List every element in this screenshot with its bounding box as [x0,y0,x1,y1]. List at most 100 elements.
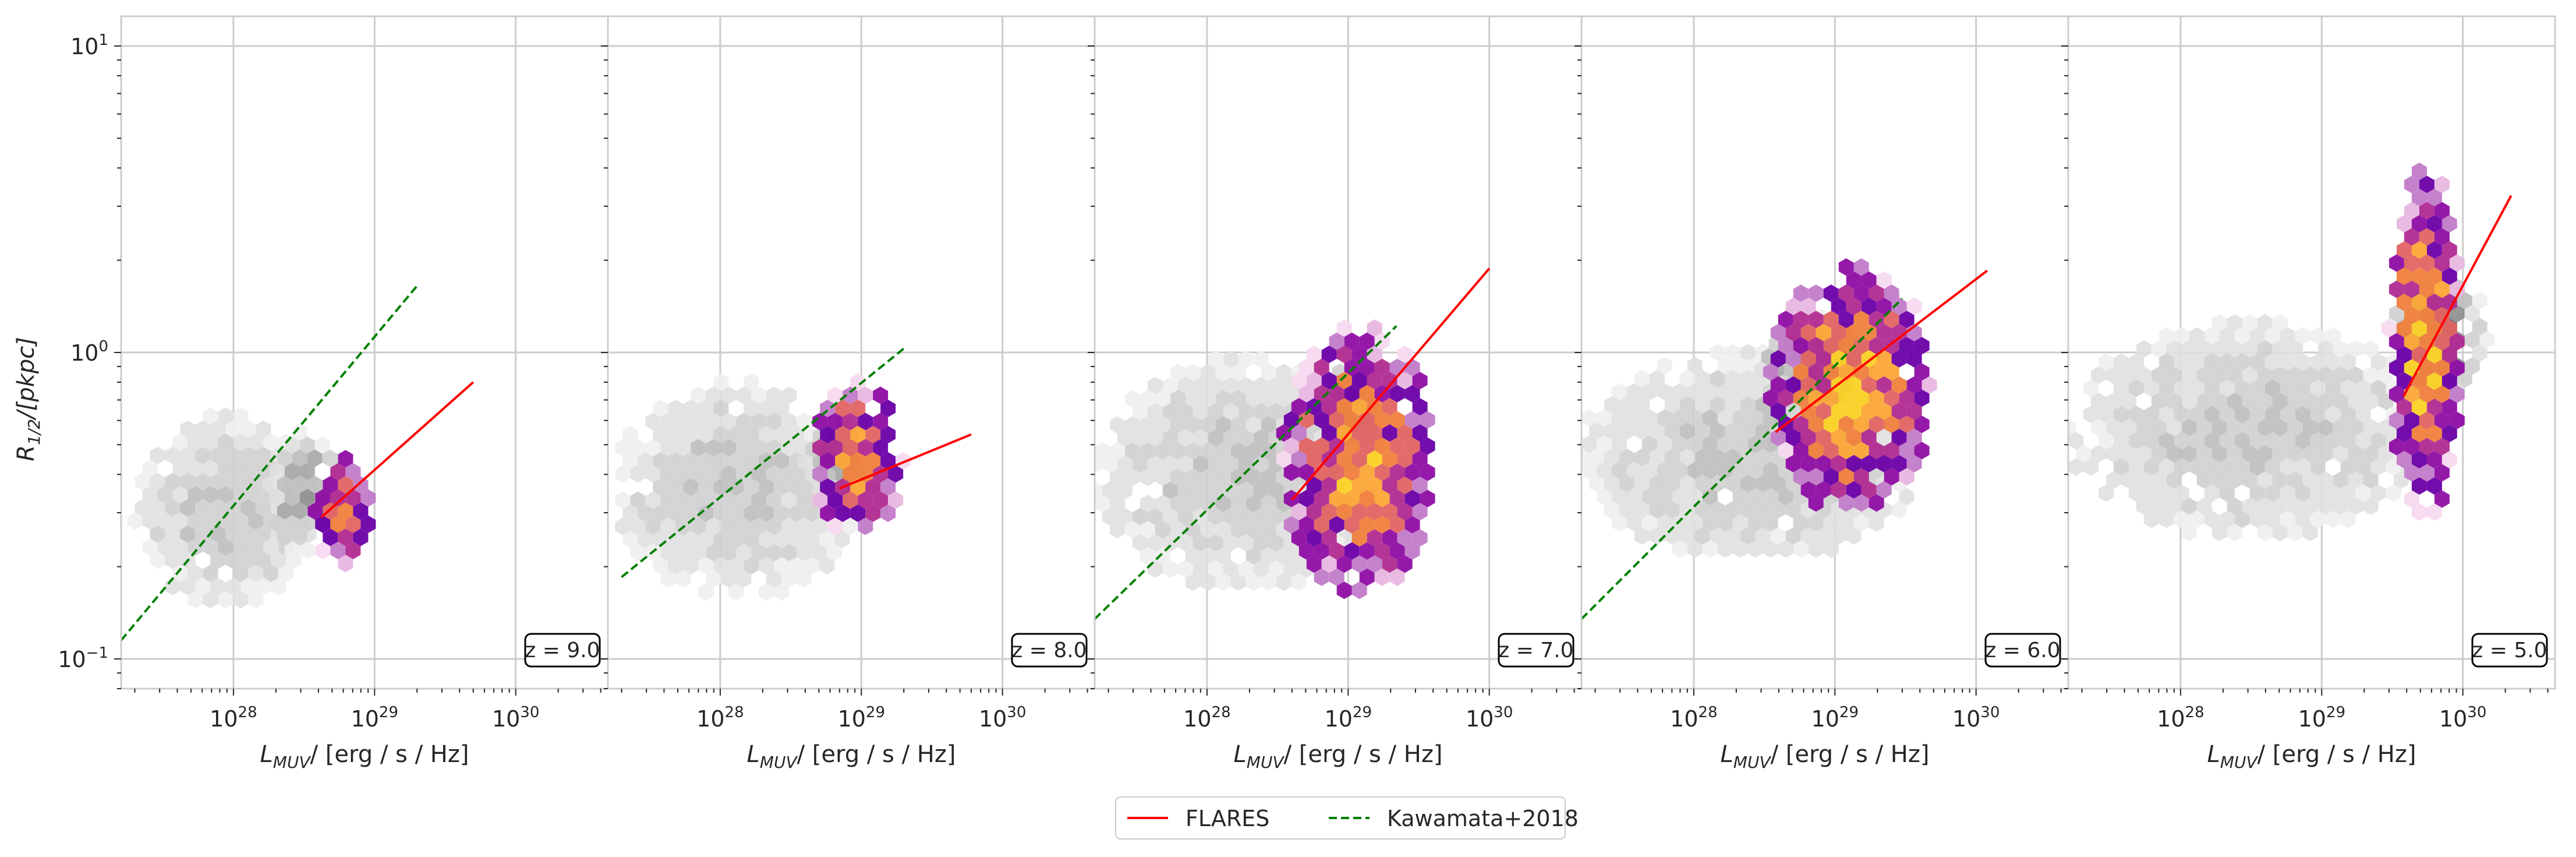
hexbin-cell [1298,411,1314,429]
hexbin-cell [2426,189,2442,207]
hexbin-cell [1831,481,1846,499]
hexbin-cell [2479,331,2495,349]
hexbin-cell [615,517,631,535]
hexbin-cell [2317,445,2333,463]
x-tick-label: 1028 [2157,704,2204,732]
hexbin-cell [2310,405,2326,424]
hexbin-cell [195,525,211,543]
hexbin-cell [353,476,369,494]
hexbin-cell [2441,346,2457,364]
y-axis-label-main: R [13,445,40,461]
hexbin-cell [1245,495,1261,513]
hexbin-cell [2181,445,2197,463]
hexbin-cell [2396,215,2412,233]
hexbin-cell [277,475,292,493]
hexbin-cell [314,436,330,454]
hexbin-cell [797,570,812,588]
hexbin-cell [210,577,226,595]
hexbin-cell [759,400,774,417]
hexbin-cell [1694,527,1710,545]
hexbin-cell [1336,581,1352,599]
hexbin-cell [2174,484,2189,502]
hexbin-cell [165,446,181,464]
hexbin-cell [873,491,889,509]
hexbin-cell [2249,405,2265,424]
hexbin-cell [1914,337,1930,355]
hexbin-cell [873,439,889,457]
hexbin-cell [195,577,211,595]
hexbin-cell [1230,442,1246,460]
hexbin-cell [2121,445,2136,463]
hexbin-cell [277,502,292,520]
hexbin-cell [2264,327,2280,345]
hexbin-cell [2411,372,2427,390]
hexbin-cell [1177,455,1193,473]
hexbin-cell [706,465,721,483]
hexbin-cell [888,465,904,483]
hexbin-cell [2083,458,2099,476]
hexbin-cell [706,412,721,431]
hexbin-cell [2257,340,2273,358]
hexbin-cell [2355,379,2371,397]
hexbin-cell [2404,490,2419,508]
hexbin-cell [2411,320,2427,338]
hexbin-cell [2143,379,2159,397]
hexbin-cell [1110,521,1125,539]
hexbin-cell [1125,468,1140,486]
hexbin-cell [210,499,226,517]
hexbin-cell [1869,311,1884,329]
series-line-kawamata [1581,297,1903,620]
hexbin-density [615,373,911,601]
hexbin-cell [2219,432,2235,450]
hexbin-cell [797,517,812,535]
hexbin-cell [203,486,218,504]
hexbin-cell [812,544,827,562]
x-axis-label: LMUV/ [erg / s / Hz] [1721,741,1930,772]
hexbin-cell [1321,477,1337,495]
hexbin-cell [2242,445,2257,463]
hexbin-cell [233,460,249,478]
hexbin-cell [819,557,835,574]
hexbin-cell [1133,507,1148,526]
hexbin-cell [615,465,631,483]
hexbin-cell [240,551,256,569]
hexbin-cell [256,499,271,517]
hexbin-cell [1359,358,1375,376]
hexbin-cell [1306,555,1322,573]
hexbin-cell [691,544,706,562]
hexbin-cell [1283,437,1299,455]
hexbin-cell [338,450,353,468]
hexbin-cell [638,452,653,470]
hexbin-cell [2449,385,2465,403]
hexbin-cell [323,528,338,546]
hexbin-cell [1793,389,1809,407]
hexbin-cell [1763,488,1778,506]
hexbin-cell [713,452,729,470]
hexbin-cell [865,505,881,522]
hexbin-cell [1808,363,1824,381]
hexbin-cell [728,583,744,601]
hexbin-cell [812,412,828,431]
hexbin-cell [820,452,836,470]
hexbin-cell [1117,507,1133,526]
hexbin-cell [1846,481,1862,499]
hexbin-cell [1816,323,1831,341]
hexbin-cell [2464,331,2480,349]
hexbin-cell [835,400,851,417]
hexbin-cell [744,478,759,496]
hexbin-cell [233,407,249,425]
hexbin-cell [1740,370,1756,387]
hexbin-cell [2396,346,2412,364]
hexbin-cell [1291,573,1307,591]
hexbin-cell [1831,323,1846,341]
hexbin-cell [1336,345,1352,364]
hexbin-cell [2249,327,2265,345]
hexbin-cell [2457,370,2472,388]
hexbin-cell [2264,379,2280,397]
hexbin-cell [1253,481,1269,499]
hexbin-cell [2136,445,2152,463]
hexbin-cell [1755,475,1771,492]
hexbin-cell [827,517,843,535]
hexbin-cell [2219,458,2235,476]
hexbin-cell [2211,366,2227,384]
